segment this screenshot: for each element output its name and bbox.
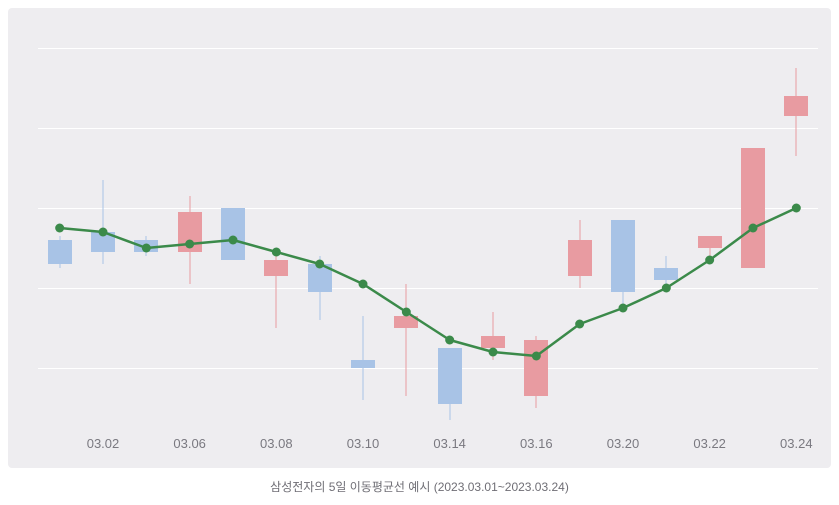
candle xyxy=(308,28,332,428)
candle xyxy=(698,28,722,428)
candlestick-chart: 03.02 03.06 03.08 03.10 03.14 03.16 03.20 03.22… xyxy=(8,8,831,468)
x-axis-labels: 03.02 03.06 03.08 03.10 03.14 03.16 03.20 03.22… xyxy=(38,436,818,460)
x-axis-label: 03.16 xyxy=(520,436,553,451)
candle xyxy=(481,28,505,428)
candle-body xyxy=(698,236,722,248)
plot-area xyxy=(38,28,818,428)
candle-body xyxy=(481,336,505,348)
candle-body xyxy=(221,208,245,260)
candle xyxy=(654,28,678,428)
x-axis-label: 03.08 xyxy=(260,436,293,451)
candle-body xyxy=(178,212,202,252)
candle xyxy=(741,28,765,428)
x-axis-label: 03.22 xyxy=(693,436,726,451)
candle xyxy=(784,28,808,428)
candle-wick xyxy=(406,284,407,396)
candle-body xyxy=(264,260,288,276)
chart-caption: 삼성전자의 5일 이동평균선 예시 (2023.03.01~2023.03.24… xyxy=(0,478,839,495)
candle-body xyxy=(351,360,375,368)
candle xyxy=(178,28,202,428)
candle xyxy=(524,28,548,428)
candle-body xyxy=(784,96,808,116)
candle-body xyxy=(741,148,765,268)
candle xyxy=(134,28,158,428)
candle xyxy=(394,28,418,428)
candle-body xyxy=(48,240,72,264)
candle-body xyxy=(308,264,332,292)
candle-body xyxy=(568,240,592,276)
x-axis-label: 03.20 xyxy=(607,436,640,451)
candle-body xyxy=(438,348,462,404)
candle xyxy=(221,28,245,428)
candle-body xyxy=(524,340,548,396)
candle-body xyxy=(654,268,678,280)
candle xyxy=(48,28,72,428)
candle-body xyxy=(91,232,115,252)
candle-body xyxy=(394,316,418,328)
x-axis-label: 03.10 xyxy=(347,436,380,451)
candle xyxy=(91,28,115,428)
candle xyxy=(568,28,592,428)
x-axis-label: 03.14 xyxy=(433,436,466,451)
x-axis-label: 03.24 xyxy=(780,436,813,451)
candle-body xyxy=(134,240,158,252)
candle-wick xyxy=(362,316,363,400)
candle-body xyxy=(611,220,635,292)
candle xyxy=(438,28,462,428)
candle xyxy=(611,28,635,428)
x-axis-label: 03.06 xyxy=(173,436,206,451)
candle xyxy=(351,28,375,428)
candle xyxy=(264,28,288,428)
x-axis-label: 03.02 xyxy=(87,436,120,451)
